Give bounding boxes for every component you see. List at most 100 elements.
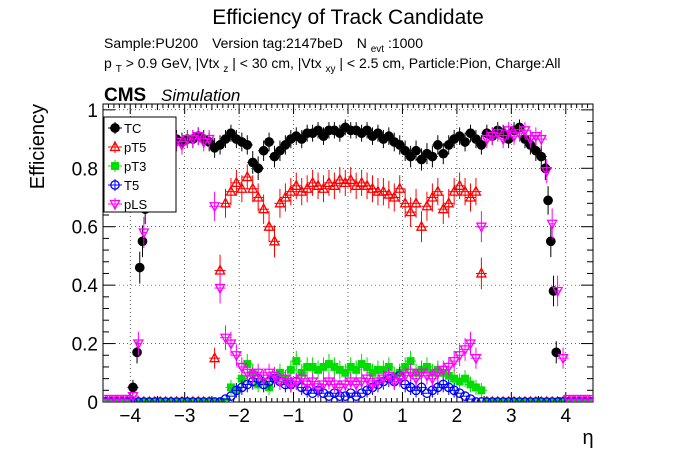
data-point: [499, 398, 508, 402]
data-point: [103, 394, 112, 402]
data-point: [137, 236, 148, 247]
data-point: [519, 126, 531, 137]
data-point: [312, 179, 324, 190]
data-point: [475, 222, 487, 234]
data-point: [406, 357, 415, 366]
data-point: [443, 196, 455, 208]
data-point: [372, 377, 384, 388]
data-point: [437, 365, 449, 377]
data-point: [219, 333, 232, 345]
y-tick-label: 0.2: [72, 335, 98, 356]
data-point: [214, 283, 226, 295]
legend-label: pT5: [124, 140, 146, 155]
data-point: [373, 128, 383, 139]
data-point: [432, 368, 444, 380]
legend-marker: [110, 123, 120, 133]
nevt-value: :1000: [388, 35, 423, 51]
data-point: [161, 398, 170, 402]
data-point: [226, 128, 236, 139]
data-point: [269, 151, 280, 162]
data-point: [416, 154, 427, 165]
data-point: [317, 380, 330, 391]
data-point: [312, 383, 324, 394]
data-point: [194, 398, 203, 402]
data-point: [383, 371, 395, 383]
data-point: [416, 382, 427, 393]
data-point: [236, 382, 247, 393]
data-point: [524, 134, 536, 146]
data-point: [372, 185, 384, 196]
data-point: [542, 398, 551, 402]
data-point: [366, 380, 379, 391]
data-point: [274, 377, 286, 388]
data-point: [352, 365, 361, 374]
data-point: [437, 202, 449, 214]
data-point: [475, 267, 487, 278]
data-point: [454, 131, 465, 141]
data-point: [268, 234, 281, 246]
series-pls: [103, 122, 593, 402]
data-point: [405, 151, 416, 162]
data-point: [460, 137, 470, 147]
data-point: [515, 398, 524, 402]
data-point: [242, 140, 253, 150]
subtitle-line-1: Sample:PU200 Version tag:2147beD N evt :…: [104, 35, 423, 55]
data-point: [324, 391, 334, 402]
data-point: [279, 191, 291, 202]
data-point: [438, 148, 449, 159]
data-point: [220, 134, 231, 144]
legend-label: T5: [124, 178, 139, 193]
data-point: [121, 394, 134, 402]
data-point: [443, 362, 455, 374]
legend-marker: [110, 180, 120, 190]
data-point: [465, 128, 476, 139]
chart-title: Efficiency of Track Candidate: [212, 6, 484, 29]
data-point: [377, 185, 389, 196]
data-point: [492, 129, 504, 140]
data-point: [568, 394, 580, 402]
data-point: [313, 125, 323, 136]
data-point: [167, 398, 176, 402]
data-point: [156, 398, 165, 402]
data-point: [258, 374, 270, 386]
y-tick-label: 0.6: [72, 218, 98, 239]
data-point: [134, 398, 143, 402]
data-point: [361, 179, 373, 190]
data-point: [198, 137, 210, 149]
pt-subscript: T: [116, 64, 122, 75]
data-point: [394, 182, 406, 193]
data-point: [226, 391, 236, 402]
data-point: [427, 151, 438, 162]
data-point: [268, 371, 281, 383]
data-point: [405, 205, 417, 217]
data-point: [438, 379, 449, 390]
data-point: [253, 163, 264, 174]
cut-text-1: > 0.9 GeV, |Vtx: [126, 55, 220, 71]
data-point: [285, 380, 297, 391]
data-point: [460, 391, 470, 402]
data-point: [318, 131, 329, 141]
sample-label: Sample:PU200: [104, 35, 198, 51]
data-point: [231, 385, 242, 396]
data-point: [481, 134, 493, 146]
data-point: [422, 388, 432, 399]
data-point: [530, 145, 541, 156]
data-point: [383, 131, 394, 141]
data-point: [537, 398, 546, 402]
data-point: [247, 371, 259, 383]
data-point: [482, 398, 491, 402]
legend-label: pLS: [124, 197, 147, 212]
x-tick-label: 2: [452, 406, 463, 427]
legend-label: TC: [124, 121, 141, 136]
data-point: [139, 398, 148, 402]
data-point: [383, 188, 395, 199]
legend: TC pT5 pT3 T5 pLS: [103, 116, 177, 213]
pt-symbol: p: [104, 55, 112, 71]
data-point: [410, 374, 422, 386]
data-point: [520, 398, 529, 402]
data-point: [210, 398, 219, 402]
data-point: [258, 145, 269, 156]
x-tick-label: −4: [119, 406, 141, 427]
data-point: [247, 157, 258, 168]
version-label: Version tag:2147beD: [212, 35, 343, 51]
